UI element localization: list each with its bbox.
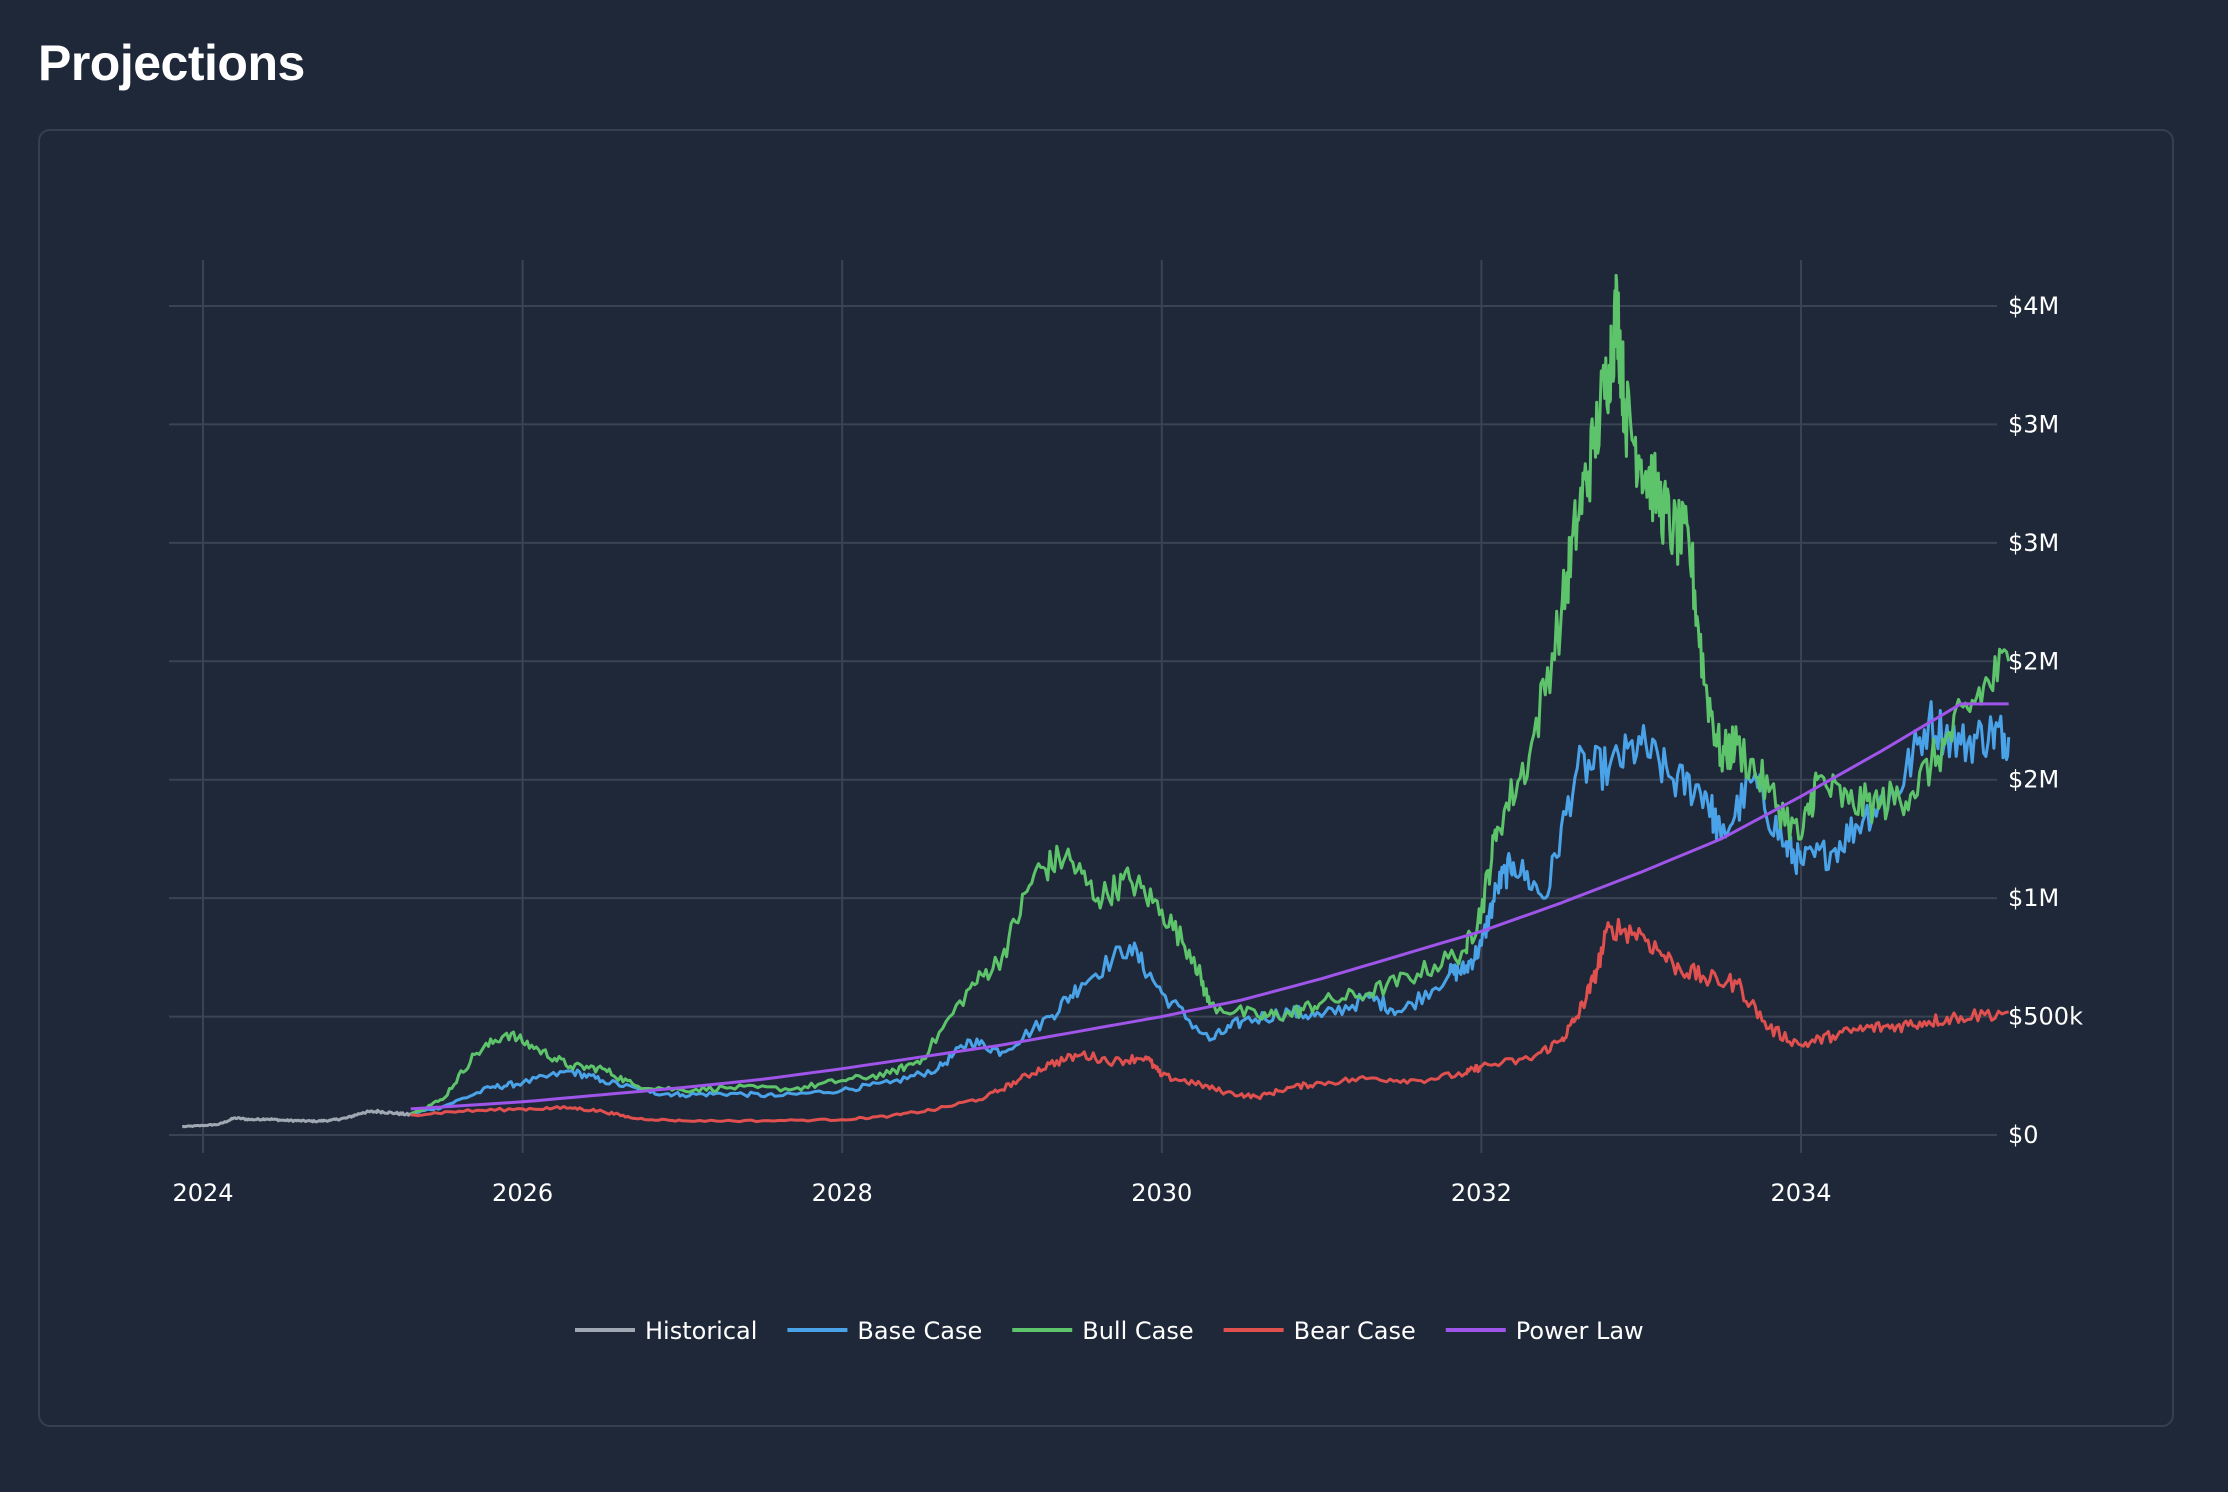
y-tick-label: $4M [2008,292,2059,320]
series-line-power-law [410,702,2009,1111]
legend-label: Bear Case [1294,1317,1416,1345]
y-tick-label: $2M [2008,647,2059,675]
series-line-bear-case [410,917,2010,1124]
series-line-base-case [410,700,2011,1116]
series-lines [182,273,2011,1129]
y-tick-label: $1M [2008,884,2059,912]
x-tick-label: 2034 [1770,1179,1831,1207]
y-tick-label: $0 [2008,1121,2039,1149]
x-tick-label: 2030 [1131,1179,1192,1207]
series-line-bull-case [410,273,2011,1116]
legend-item-base-case: Base Case [787,1317,982,1345]
y-tick-label: $2M [2008,766,2059,794]
x-tick-label: 2032 [1451,1179,1512,1207]
legend-label: Base Case [857,1317,982,1345]
legend-item-historical: Historical [575,1317,757,1345]
legend: Historical Base Case Bull Case Bear Case Pow… [575,1317,1644,1345]
legend-item-bull-case: Bull Case [1012,1317,1194,1345]
legend-label: Historical [645,1317,757,1345]
legend-item-bear-case: Bear Case [1223,1317,1416,1345]
chart-card: $0 $500k $1M $2M $2M $3M $3M $4M 2024 2026 2028 203… [38,129,2174,1427]
y-tick-label: $3M [2008,529,2059,557]
y-tick-label: $3M [2008,410,2059,438]
x-tick-label: 2026 [492,1179,553,1207]
legend-item-power-law: Power Law [1445,1317,1644,1345]
y-tick-label: $500k [2008,1003,2083,1031]
legend-label: Power Law [1516,1317,1644,1345]
projections-chart: $0 $500k $1M $2M $2M $3M $3M $4M 2024 2026 2028 203… [169,260,2083,1345]
x-tick-label: 2024 [172,1179,233,1207]
page-title: Projections [38,35,305,91]
series-line-historical [182,1108,412,1129]
axis-labels: $0 $500k $1M $2M $2M $3M $3M $4M 2024 2026 2028 203… [172,292,2083,1207]
legend-label: Bull Case [1082,1317,1193,1345]
x-tick-label: 2028 [812,1179,873,1207]
grid [169,260,1997,1153]
